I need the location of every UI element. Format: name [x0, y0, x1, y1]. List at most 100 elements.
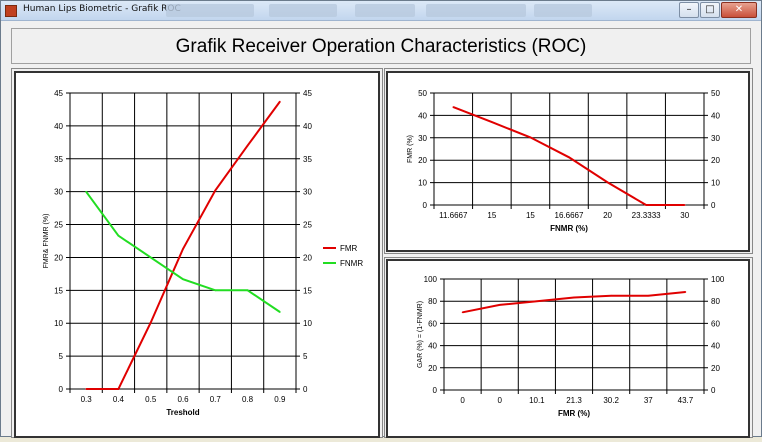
y2-tick-label: 0 [711, 201, 716, 210]
maximize-icon: □ [705, 4, 715, 15]
x-tick-label: 11.6667 [439, 211, 468, 220]
x-tick-label: 21.3 [566, 396, 582, 405]
close-icon: ✕ [734, 4, 744, 15]
x-tick-label: 20 [603, 211, 612, 220]
y-tick-label: 30 [418, 134, 427, 143]
chart-threshold: 0 0 5 5 10 10 15 15 20 20 25 25 30 30 35 35 40 40 45 45 0.3 0… [14, 71, 380, 438]
y-tick-label: 20 [428, 364, 437, 373]
header-panel: Grafik Receiver Operation Characteristic… [11, 28, 751, 64]
data-point [214, 189, 217, 192]
y-tick-label: 10 [418, 179, 427, 188]
y-tick-label: 10 [54, 319, 63, 328]
data-point [461, 311, 464, 314]
x-tick-label: 15 [526, 211, 535, 220]
close-button[interactable]: ✕ [721, 2, 757, 18]
y-tick-label: 20 [418, 156, 427, 165]
y2-tick-label: 15 [303, 286, 312, 295]
y2-tick-label: 5 [303, 352, 308, 361]
data-point [182, 278, 184, 280]
chart-fmr-vs-fnmr-svg: 0 0 10 10 20 20 30 30 40 40 50 50 11.6667 15 15 16.6667… [407, 89, 720, 233]
y2-tick-label: 25 [303, 221, 312, 230]
y2-tick-label: 20 [303, 253, 312, 262]
y2-tick-label: 60 [711, 319, 720, 328]
y2-tick-label: 40 [711, 342, 720, 351]
data-point [645, 204, 647, 206]
data-point [149, 321, 152, 324]
y-tick-label: 50 [418, 89, 427, 98]
background-window-tab [166, 4, 254, 17]
y2-tick-label: 50 [711, 89, 720, 98]
y2-tick-label: 40 [711, 111, 720, 120]
y-tick-label: 20 [54, 253, 63, 262]
y-tick-label: 80 [428, 297, 437, 306]
window-title: Human Lips Biometric - Grafik ROC [23, 4, 181, 14]
minimize-button[interactable]: – [679, 2, 699, 18]
data-point [536, 300, 538, 302]
maximize-button[interactable]: □ [700, 2, 720, 18]
y-axis-label: FMR (%) [407, 135, 414, 163]
data-point [647, 294, 650, 297]
y-tick-label: 40 [418, 111, 427, 120]
y-axis-label: FMR& FNMR (%) [43, 214, 50, 269]
data-point [85, 190, 87, 193]
y-tick-label: 100 [424, 275, 438, 284]
data-point [573, 296, 575, 299]
y2-tick-label: 30 [303, 188, 312, 197]
data-point [182, 248, 184, 250]
y-tick-label: 15 [54, 286, 63, 295]
x-tick-label: 23.3333 [632, 211, 661, 220]
y-tick-label: 5 [59, 352, 64, 361]
x-tick-label: 0 [497, 396, 502, 405]
series-line-series-0 [452, 106, 685, 206]
data-point [246, 289, 249, 292]
data-point [246, 144, 249, 147]
x-tick-label: 0.3 [81, 395, 93, 404]
x-tick-label: 30.2 [603, 396, 619, 405]
legend-label: FMR [340, 244, 358, 253]
data-point [684, 291, 687, 293]
y-tick-label: 0 [59, 385, 64, 394]
x-tick-label: 0 [460, 396, 465, 405]
y2-tick-label: 10 [303, 319, 312, 328]
y-axis-label: GAR (%) = (1-FNMR) [417, 301, 424, 368]
x-tick-label: 43.7 [678, 396, 694, 405]
x-tick-label: 0.6 [177, 395, 189, 404]
x-axis-label: Treshold [166, 408, 199, 417]
app-icon [5, 5, 17, 17]
y2-tick-label: 80 [711, 297, 720, 306]
y-tick-label: 35 [54, 155, 63, 164]
background-window-tab [269, 4, 337, 17]
data-point [214, 289, 217, 292]
x-tick-label: 37 [644, 396, 653, 405]
x-tick-label: 16.6667 [555, 211, 584, 220]
x-tick-label: 0.5 [145, 395, 157, 404]
data-point [117, 388, 120, 390]
y2-tick-label: 20 [711, 156, 720, 165]
data-point [610, 294, 612, 297]
y2-tick-label: 45 [303, 89, 312, 98]
data-point [683, 204, 686, 206]
chart-gar-vs-fmr: 0 0 20 20 40 40 60 60 80 80 100 100 0 0 10.1 21.3 30.2 37… [386, 259, 750, 438]
data-point [452, 106, 455, 108]
y2-tick-label: 100 [711, 275, 725, 284]
data-point [85, 388, 87, 390]
window-controls: – □ ✕ [678, 2, 757, 19]
y-tick-label: 45 [54, 89, 63, 98]
background-window-tab [355, 4, 415, 17]
data-point [279, 311, 281, 313]
x-axis-label: FMR (%) [558, 409, 590, 418]
y2-tick-label: 10 [711, 179, 720, 188]
data-point [117, 234, 120, 237]
title-bar[interactable]: Human Lips Biometric - Grafik ROC – □ ✕ [1, 1, 761, 21]
background-window-tab [534, 4, 592, 17]
x-tick-label: 30 [680, 211, 689, 220]
y2-tick-label: 0 [303, 385, 308, 394]
y2-tick-label: 30 [711, 134, 720, 143]
legend-label: FNMR [340, 259, 363, 268]
y-tick-label: 40 [428, 342, 437, 351]
page-title: Grafik Receiver Operation Characteristic… [175, 36, 587, 57]
series-line-fmr [86, 101, 281, 390]
y-tick-label: 40 [54, 122, 63, 131]
chart-threshold-svg: 0 0 5 5 10 10 15 15 20 20 25 25 30 30 35 35 40 40 45 45 0.3 0… [43, 89, 363, 417]
